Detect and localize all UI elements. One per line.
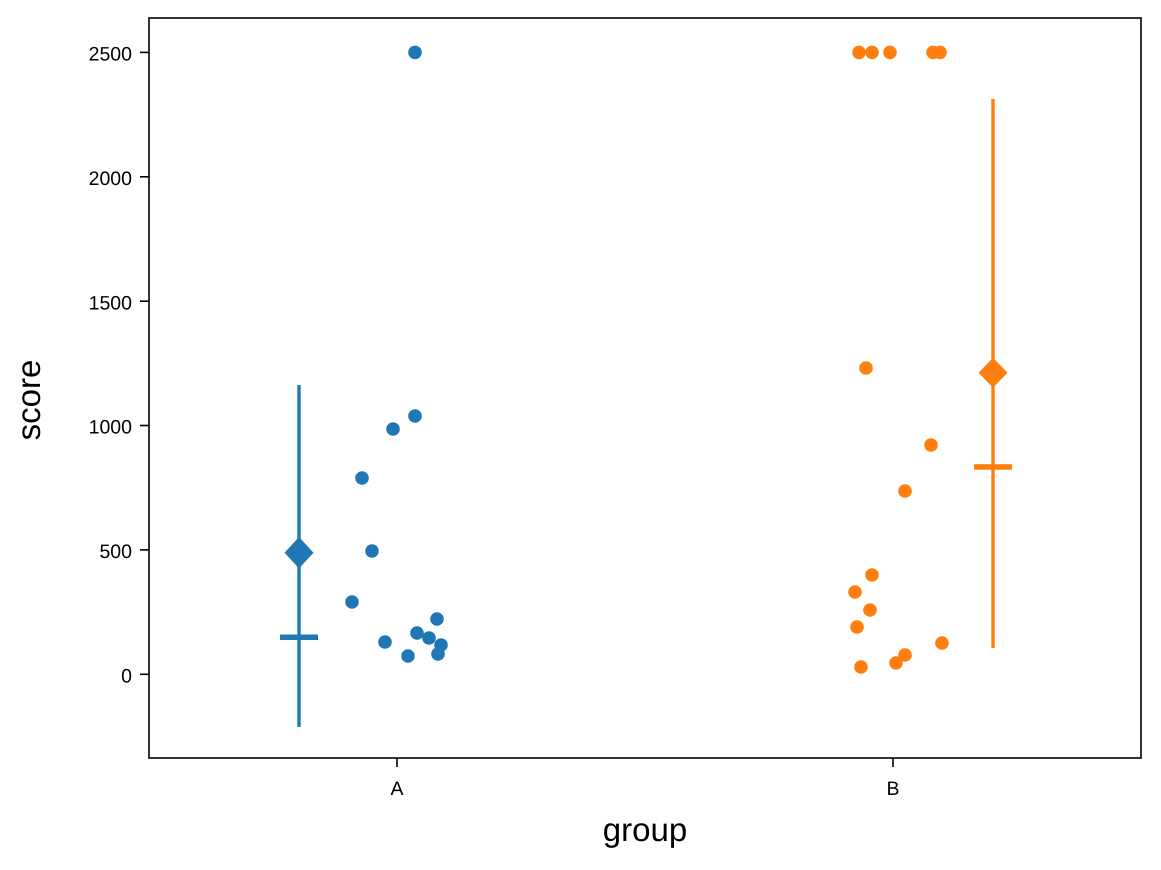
svg-text:1500: 1500 [89,292,133,314]
svg-text:2000: 2000 [89,168,133,190]
svg-text:B: B [886,778,899,800]
svg-text:0: 0 [121,665,132,687]
svg-text:group: group [603,811,687,848]
svg-text:2500: 2500 [89,44,133,66]
svg-text:1000: 1000 [89,417,133,439]
svg-text:score: score [10,360,47,441]
svg-text:A: A [390,778,403,800]
svg-text:500: 500 [99,541,132,563]
